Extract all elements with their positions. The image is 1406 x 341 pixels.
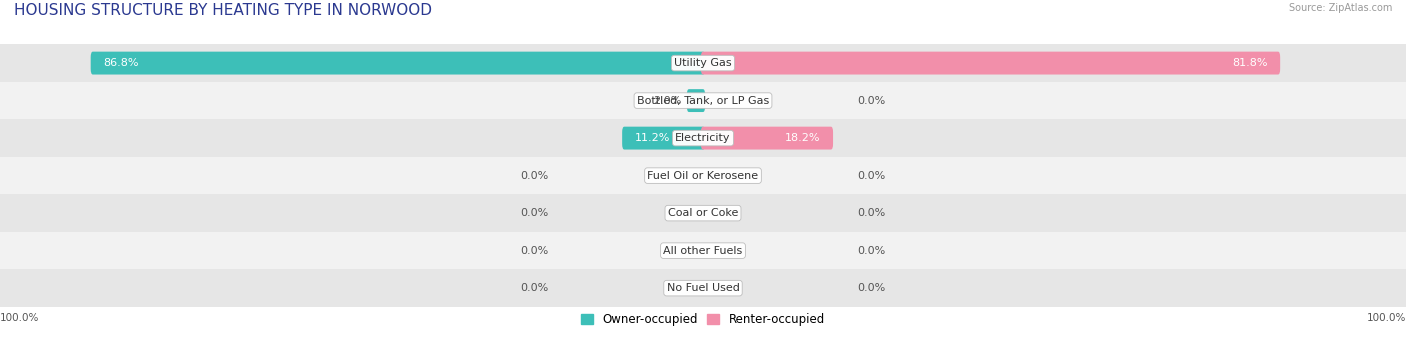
- Text: 86.8%: 86.8%: [104, 58, 139, 68]
- Legend: Owner-occupied, Renter-occupied: Owner-occupied, Renter-occupied: [581, 313, 825, 326]
- FancyBboxPatch shape: [700, 51, 1281, 75]
- Text: Coal or Coke: Coal or Coke: [668, 208, 738, 218]
- Text: 0.0%: 0.0%: [520, 208, 548, 218]
- Text: No Fuel Used: No Fuel Used: [666, 283, 740, 293]
- Text: 81.8%: 81.8%: [1232, 58, 1268, 68]
- Text: 0.0%: 0.0%: [520, 170, 548, 181]
- Text: Bottled, Tank, or LP Gas: Bottled, Tank, or LP Gas: [637, 95, 769, 106]
- Text: All other Fuels: All other Fuels: [664, 246, 742, 256]
- FancyBboxPatch shape: [688, 89, 706, 112]
- Text: 100.0%: 100.0%: [0, 313, 39, 324]
- Text: 100.0%: 100.0%: [1367, 313, 1406, 324]
- Text: Electricity: Electricity: [675, 133, 731, 143]
- Text: Utility Gas: Utility Gas: [675, 58, 731, 68]
- Text: 0.0%: 0.0%: [520, 246, 548, 256]
- Text: HOUSING STRUCTURE BY HEATING TYPE IN NORWOOD: HOUSING STRUCTURE BY HEATING TYPE IN NOR…: [14, 3, 432, 18]
- Text: Source: ZipAtlas.com: Source: ZipAtlas.com: [1288, 3, 1392, 13]
- FancyBboxPatch shape: [700, 127, 832, 150]
- Text: 18.2%: 18.2%: [785, 133, 821, 143]
- Text: 0.0%: 0.0%: [858, 208, 886, 218]
- FancyBboxPatch shape: [91, 51, 704, 75]
- Text: 0.0%: 0.0%: [858, 246, 886, 256]
- Text: 0.0%: 0.0%: [858, 95, 886, 106]
- Text: 0.0%: 0.0%: [858, 283, 886, 293]
- Text: 0.0%: 0.0%: [858, 170, 886, 181]
- Text: 0.0%: 0.0%: [520, 283, 548, 293]
- Text: Fuel Oil or Kerosene: Fuel Oil or Kerosene: [647, 170, 759, 181]
- Text: 2.0%: 2.0%: [654, 95, 682, 106]
- FancyBboxPatch shape: [621, 127, 706, 150]
- Text: 11.2%: 11.2%: [636, 133, 671, 143]
